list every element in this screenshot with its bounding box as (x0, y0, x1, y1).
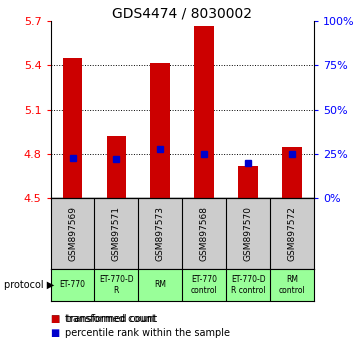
Text: transformed count: transformed count (65, 314, 156, 324)
Bar (194, 25, 214, 198)
Text: GSM897573: GSM897573 (156, 206, 165, 261)
Text: GSM897571: GSM897571 (112, 206, 121, 261)
Bar (106, 136, 126, 198)
Text: RM
control: RM control (279, 275, 305, 295)
Text: GSM897569: GSM897569 (68, 206, 77, 261)
Text: ET-770-D
R control: ET-770-D R control (231, 275, 265, 295)
Text: GSM897572: GSM897572 (288, 206, 297, 261)
Text: GSM897568: GSM897568 (200, 206, 209, 261)
Bar (238, 166, 258, 198)
Bar (62, 58, 82, 198)
Text: ■: ■ (51, 328, 60, 338)
Text: ET-770
control: ET-770 control (191, 275, 218, 295)
Bar (282, 147, 302, 198)
Text: protocol ▶: protocol ▶ (4, 280, 54, 290)
Text: RM: RM (155, 280, 166, 290)
Text: ■  transformed count: ■ transformed count (51, 314, 157, 324)
Text: GSM897570: GSM897570 (244, 206, 253, 261)
Text: ET-770: ET-770 (60, 280, 86, 290)
Title: GDS4474 / 8030002: GDS4474 / 8030002 (112, 6, 252, 20)
Bar (151, 63, 170, 198)
Text: percentile rank within the sample: percentile rank within the sample (65, 328, 230, 338)
Text: ■: ■ (51, 314, 60, 324)
Text: ET-770-D
R: ET-770-D R (99, 275, 134, 295)
